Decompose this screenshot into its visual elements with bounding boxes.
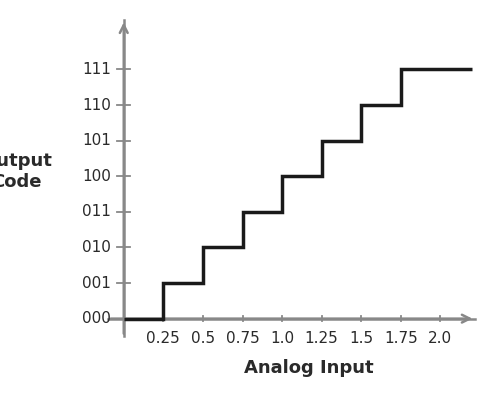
Text: 011: 011 <box>82 204 111 219</box>
Text: 0.5: 0.5 <box>191 331 215 346</box>
Text: 110: 110 <box>82 98 111 112</box>
Text: 101: 101 <box>82 133 111 148</box>
Text: Analog Input: Analog Input <box>244 360 374 378</box>
Text: 000: 000 <box>82 311 111 326</box>
Text: 1.25: 1.25 <box>305 331 338 346</box>
Text: 2.0: 2.0 <box>428 331 452 346</box>
Text: 001: 001 <box>82 276 111 290</box>
Text: 010: 010 <box>82 240 111 255</box>
Text: 1.5: 1.5 <box>349 331 374 346</box>
Text: 1.0: 1.0 <box>270 331 294 346</box>
Text: 0.25: 0.25 <box>146 331 180 346</box>
Text: 111: 111 <box>82 62 111 77</box>
Text: Output
Code: Output Code <box>0 152 52 191</box>
Text: 0.75: 0.75 <box>226 331 260 346</box>
Text: 1.75: 1.75 <box>384 331 418 346</box>
Text: 100: 100 <box>82 169 111 184</box>
